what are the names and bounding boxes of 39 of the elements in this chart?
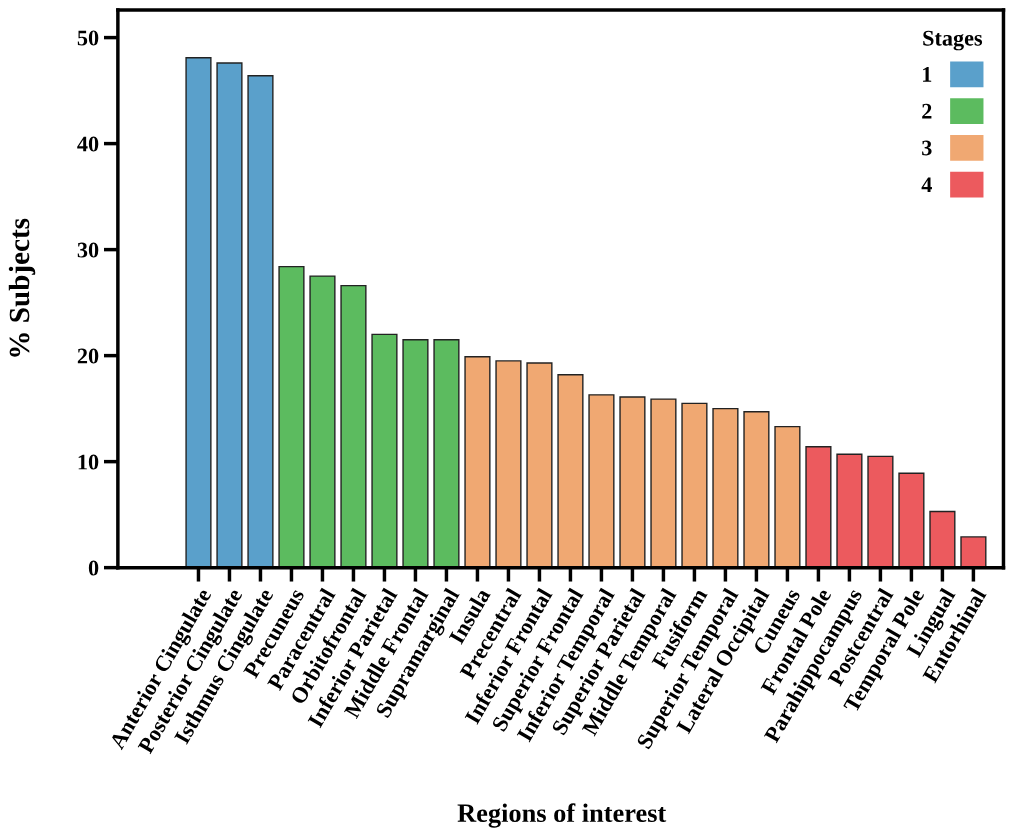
y-axis-title: % Subjects xyxy=(8,218,36,357)
legend-label: 1 xyxy=(923,67,932,82)
legend-label: 4 xyxy=(921,177,932,193)
bar xyxy=(867,455,894,568)
bar xyxy=(836,453,863,568)
bar xyxy=(960,536,987,568)
bar xyxy=(216,62,243,568)
bar xyxy=(743,411,770,568)
y-tick-label: 20 xyxy=(77,348,99,364)
bar xyxy=(371,333,398,568)
y-tick-label: 30 xyxy=(77,242,99,258)
bar xyxy=(278,265,305,568)
y-tick-label: 50 xyxy=(77,30,99,46)
bar xyxy=(247,75,274,568)
bar xyxy=(402,339,429,568)
y-tick-label: 10 xyxy=(78,454,99,470)
y-tick-label: 40 xyxy=(77,136,99,152)
bar xyxy=(464,355,491,568)
bar xyxy=(495,360,522,568)
legend-title: Stages xyxy=(923,30,983,51)
legend-label: 3 xyxy=(922,140,932,156)
bar xyxy=(185,57,212,568)
bar xyxy=(340,284,367,568)
bar xyxy=(433,339,460,568)
bar xyxy=(712,407,739,568)
bar xyxy=(588,394,615,568)
bar xyxy=(929,510,956,568)
bar xyxy=(619,396,646,568)
y-tick-label: 0 xyxy=(88,560,99,576)
bar xyxy=(898,472,925,568)
bar xyxy=(557,374,584,568)
bar xyxy=(681,402,708,568)
bar xyxy=(805,446,832,568)
bar xyxy=(526,362,553,568)
legend-label: 2 xyxy=(922,103,932,119)
x-axis-title: Regions of interest xyxy=(457,803,667,828)
bar xyxy=(650,398,677,568)
bar xyxy=(774,425,801,568)
bar xyxy=(309,275,336,568)
